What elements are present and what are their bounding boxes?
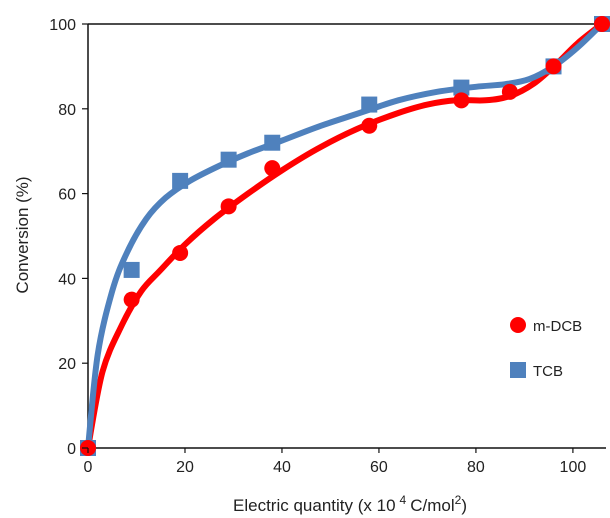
plot-frame [87, 23, 606, 449]
fit-curves [85, 21, 605, 451]
fit-curve-tcb [85, 21, 605, 451]
y-tick-label: 40 [58, 271, 76, 288]
data-point-tcb [172, 172, 189, 189]
fit-curve-m-dcb [85, 21, 605, 451]
legend-label-m-dcb: m-DCB [533, 318, 582, 335]
y-tick-label: 100 [49, 17, 76, 34]
x-axis-title: Electric quantity (x 10 4 C/mol2) [233, 493, 467, 515]
legend: m-DCB TCB [510, 317, 582, 380]
data-point-m-dcb [545, 58, 562, 75]
data-point-m-dcb [501, 83, 518, 100]
data-point-tcb [123, 261, 140, 278]
x-tick-label: 0 [84, 459, 93, 476]
y-tick-label: 80 [58, 102, 76, 119]
legend-marker-m-dcb [510, 317, 526, 333]
data-point-tcb [453, 79, 470, 96]
data-point-tcb [361, 96, 378, 113]
data-markers [80, 16, 610, 456]
data-point-m-dcb [594, 16, 610, 32]
x-axis-title-unit: C/mol [410, 496, 454, 515]
x-axis-title-exp2: 2 [455, 493, 462, 507]
y-axis-title: Conversion (%) [13, 176, 32, 293]
legend-marker-tcb [510, 362, 526, 378]
y-tick-label: 20 [58, 356, 76, 373]
data-point-m-dcb [453, 92, 470, 109]
x-axis-title-main: Electric quantity (x 10 [233, 496, 396, 515]
data-point-m-dcb [123, 291, 140, 308]
y-tick-label: 0 [67, 441, 76, 458]
x-axis-title-close: ) [461, 496, 467, 515]
data-point-m-dcb [172, 244, 189, 261]
x-tick-label: 60 [370, 459, 388, 476]
data-point-tcb [220, 151, 237, 168]
x-tick-label: 20 [176, 459, 194, 476]
data-point-m-dcb [361, 117, 378, 134]
x-tick-label: 80 [467, 459, 485, 476]
x-tick-label: 100 [560, 459, 587, 476]
legend-label-tcb: TCB [533, 363, 563, 380]
data-point-tcb [264, 134, 281, 151]
x-axis-title-exp1: 4 [400, 493, 407, 507]
axis-ticks: 0 20 40 60 80 100 0 20 40 60 80 100 [49, 17, 586, 476]
x-tick-label: 40 [273, 459, 291, 476]
data-point-m-dcb [264, 160, 281, 177]
data-point-m-dcb [220, 198, 237, 215]
y-tick-label: 60 [58, 187, 76, 204]
